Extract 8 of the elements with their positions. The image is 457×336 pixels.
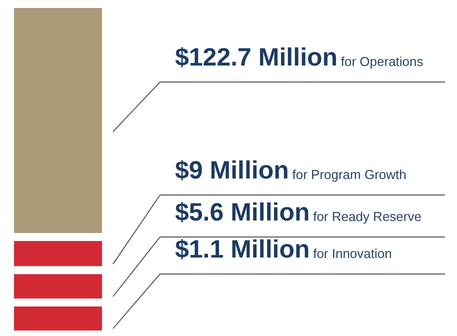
category-label: for Operations: [340, 54, 424, 69]
category-label: for Ready Reserve: [313, 209, 422, 224]
data-label: $122.7 Million: [175, 44, 338, 72]
category-label: for Innovation: [313, 246, 392, 261]
category-label: for Program Growth: [292, 167, 406, 182]
data-label: $1.1 Million: [175, 236, 310, 264]
data-label: $5.6 Million: [175, 198, 310, 226]
data-label: $9 Million: [175, 156, 289, 184]
